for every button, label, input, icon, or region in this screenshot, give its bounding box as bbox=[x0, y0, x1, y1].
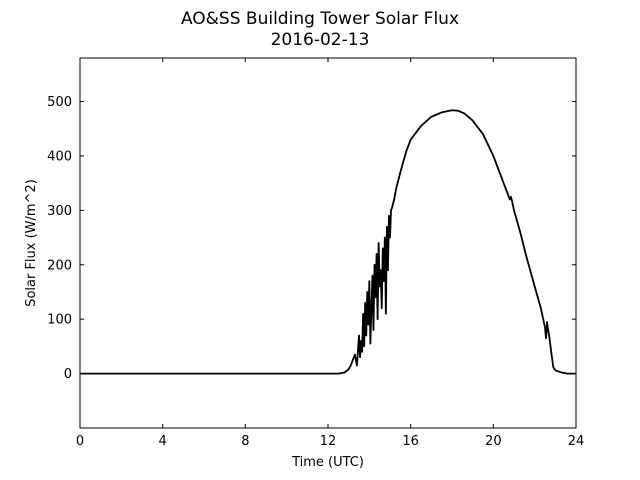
solar-flux-series-line bbox=[80, 110, 576, 373]
chart-subtitle: 2016-02-13 bbox=[271, 30, 370, 50]
y-tick-label: 500 bbox=[47, 95, 72, 110]
y-axis-label: Solar Flux (W/m^2) bbox=[24, 179, 39, 307]
y-tick-label: 400 bbox=[47, 149, 72, 164]
y-tick-label: 200 bbox=[47, 258, 72, 273]
x-axis-label: Time (UTC) bbox=[291, 455, 364, 470]
y-tick-label: 100 bbox=[47, 313, 72, 328]
x-tick-label: 20 bbox=[485, 434, 502, 449]
x-tick-label: 4 bbox=[159, 434, 167, 449]
x-tick-label: 0 bbox=[76, 434, 84, 449]
x-tick-label: 16 bbox=[402, 434, 419, 449]
y-tick-label: 300 bbox=[47, 204, 72, 219]
y-axis-ticks: 0 100 200 300 400 500 bbox=[47, 95, 576, 382]
chart-title: AO&SS Building Tower Solar Flux bbox=[181, 9, 459, 29]
plot-frame bbox=[80, 58, 576, 428]
x-axis-ticks: 0 4 8 12 16 20 24 bbox=[76, 58, 584, 449]
x-tick-label: 8 bbox=[241, 434, 249, 449]
y-tick-label: 0 bbox=[64, 367, 72, 382]
x-tick-label: 12 bbox=[320, 434, 337, 449]
x-tick-label: 24 bbox=[568, 434, 585, 449]
